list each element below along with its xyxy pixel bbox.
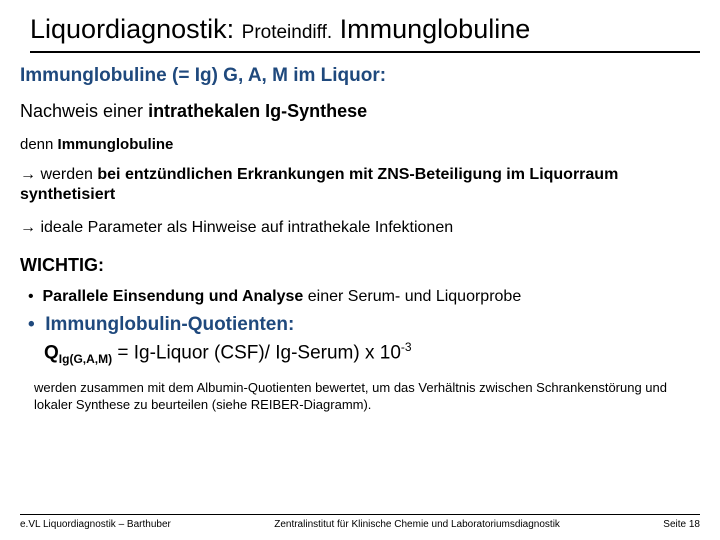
bullet1-rest: einer Serum- und Liquorprobe: [308, 288, 521, 305]
formula-mid: = Ig-Liquor (CSF)/ Ig-Serum) x 10: [112, 342, 401, 363]
title-part1: Liquordiagnostik:: [30, 14, 242, 44]
denn-line: denn Immunglobuline: [20, 136, 700, 153]
bullet1-bold: Parallele Einsendung und Analyse: [43, 288, 308, 305]
arrow1-pre: → werden: [20, 166, 97, 183]
footer-left: e.VL Liquordiagnostik – Barthuber: [20, 519, 171, 530]
subtitle: Immunglobuline (= Ig) G, A, M im Liquor:: [20, 65, 700, 87]
nachweis-pre: Nachweis einer: [20, 101, 148, 121]
formula-sup: -3: [401, 340, 412, 354]
nachweis-bold: intrathekalen Ig-Synthese: [148, 101, 367, 121]
note-text: werden zusammen mit dem Albumin-Quotient…: [20, 380, 700, 414]
arrow-line-2: → ideale Parameter als Hinweise auf intr…: [20, 219, 700, 237]
title-small: Proteindiff.: [242, 22, 332, 43]
arrow-line-1: → werden bei entzündlichen Erkrankungen …: [20, 165, 700, 205]
wichtig-heading: WICHTIG:: [20, 255, 700, 276]
bullet-1: • Parallele Einsendung und Analyse einer…: [20, 288, 700, 306]
formula-sub: Ig(G,A,M): [59, 352, 112, 366]
title-part2: Immunglobuline: [332, 14, 530, 44]
denn-bold: Immunglobuline: [58, 136, 174, 153]
footer-center: Zentralinstitut für Klinische Chemie und…: [274, 519, 560, 530]
slide-title: Liquordiagnostik: Proteindiff. Immunglob…: [30, 14, 700, 53]
denn-pre: denn: [20, 136, 58, 153]
nachweis-line: Nachweis einer intrathekalen Ig-Synthese: [20, 101, 700, 122]
footer-right: Seite 18: [663, 519, 700, 530]
bullet-2: • Immunglobulin-Quotienten:: [20, 314, 700, 336]
arrow1-bold: bei entzündlichen Erkrankungen mit ZNS-B…: [20, 166, 618, 203]
formula-q: Q: [44, 342, 59, 363]
footer: e.VL Liquordiagnostik – Barthuber Zentra…: [20, 514, 700, 530]
bullet2-text: Immunglobulin-Quotienten:: [45, 314, 294, 335]
formula-line: QIg(G,A,M) = Ig-Liquor (CSF)/ Ig-Serum) …: [20, 340, 700, 366]
